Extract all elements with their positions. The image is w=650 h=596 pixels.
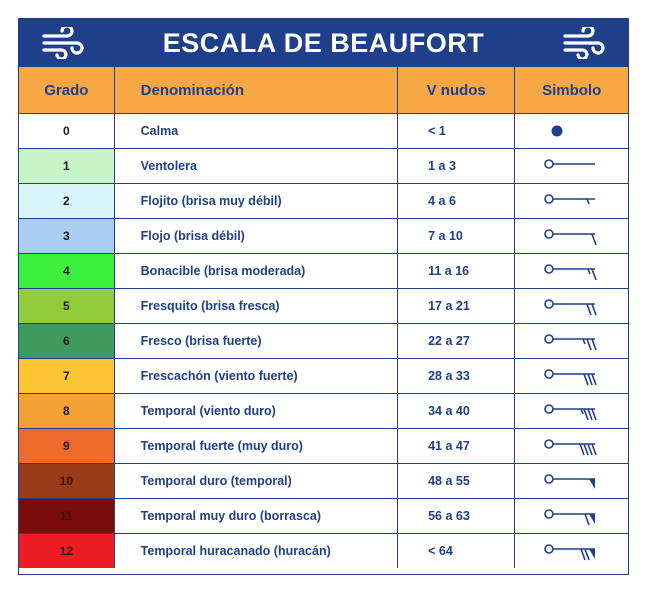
simbolo-cell [514, 288, 628, 324]
simbolo-cell [514, 113, 628, 149]
nudos-cell: 11 a 16 [397, 253, 515, 289]
table-row: 1 Ventolera 1 a 3 [19, 148, 628, 184]
table-row: 9 Temporal fuerte (muy duro) 41 a 47 [19, 428, 628, 464]
simbolo-cell [514, 148, 628, 184]
table-row: 7 Frescachón (viento fuerte) 28 a 33 [19, 358, 628, 394]
grado-cell: 7 [19, 358, 115, 394]
denominacion-cell: Fresquito (brisa fresca) [113, 288, 398, 324]
table-row: 11 Temporal muy duro (borrasca) 56 a 63 [19, 498, 628, 534]
denominacion-cell: Bonacible (brisa moderada) [113, 253, 398, 289]
column-header-simbolo: Simbolo [514, 67, 628, 114]
nudos-cell: 41 a 47 [397, 428, 515, 464]
table-header-row: Grado Denominación V nudos Simbolo [19, 67, 628, 114]
grado-cell: 8 [19, 393, 115, 429]
grado-cell: 12 [19, 533, 115, 568]
page-title: ESCALA DE BEAUFORT [162, 27, 485, 58]
column-header-grado: Grado [19, 67, 115, 114]
nudos-cell: 34 a 40 [397, 393, 515, 429]
nudos-cell: 4 a 6 [397, 183, 515, 219]
simbolo-cell [514, 323, 628, 359]
beaufort-table-card: ESCALA DE BEAUFORT Grado Denominación V … [18, 18, 629, 575]
table-row: 3 Flojo (brisa débil) 7 a 10 [19, 218, 628, 254]
beaufort-table: Grado Denominación V nudos Simbolo 0 Calm… [19, 67, 628, 568]
table-row: 8 Temporal (viento duro) 34 a 40 [19, 393, 628, 429]
grado-cell: 6 [19, 323, 115, 359]
grado-cell: 3 [19, 218, 115, 254]
denominacion-cell: Temporal (viento duro) [113, 393, 398, 429]
grado-cell: 10 [19, 463, 115, 499]
denominacion-cell: Fresco (brisa fuerte) [113, 323, 398, 359]
nudos-cell: 17 a 21 [397, 288, 515, 324]
simbolo-cell [514, 463, 628, 499]
nudos-cell: 28 a 33 [397, 358, 515, 394]
denominacion-cell: Temporal huracanado (huracán) [113, 533, 398, 568]
wind-barb-pennant-icon [543, 474, 595, 489]
grado-cell: 4 [19, 253, 115, 289]
simbolo-cell [514, 253, 628, 289]
calm-dot-icon [551, 125, 563, 137]
grado-cell: 1 [19, 148, 115, 184]
title-bar: ESCALA DE BEAUFORT [19, 19, 628, 67]
wind-barb-3half-icon [543, 404, 597, 421]
column-header-denominacion: Denominación [113, 67, 398, 114]
wind-barb-2half-icon [543, 334, 597, 351]
simbolo-cell [514, 218, 628, 254]
nudos-cell: 1 a 3 [397, 148, 515, 184]
column-header-nudos: V nudos [397, 67, 515, 114]
nudos-cell: 22 a 27 [397, 323, 515, 359]
grado-cell: 9 [19, 428, 115, 464]
nudos-cell: < 64 [397, 533, 515, 568]
table-row: 2 Flojito (brisa muy débil) 4 a 6 [19, 183, 628, 219]
table-row: 12 Temporal huracanado (huracán) < 64 [19, 533, 628, 568]
wind-barb-1half-icon [543, 264, 597, 281]
denominacion-cell: Calma [113, 113, 398, 149]
wind-barb-0-icon [543, 159, 595, 169]
denominacion-cell: Temporal duro (temporal) [113, 463, 398, 499]
denominacion-cell: Ventolera [113, 148, 398, 184]
simbolo-cell [514, 428, 628, 464]
wind-barb-pennant-barb-icon [543, 509, 595, 526]
table-row: 4 Bonacible (brisa moderada) 11 a 16 [19, 253, 628, 289]
simbolo-cell [514, 533, 628, 568]
grado-cell: 0 [19, 113, 115, 149]
denominacion-cell: Temporal muy duro (borrasca) [113, 498, 398, 534]
simbolo-cell [514, 393, 628, 429]
table-row: 10 Temporal duro (temporal) 48 a 55 [19, 463, 628, 499]
grado-cell: 11 [19, 498, 115, 534]
wind-icon [42, 27, 84, 59]
nudos-cell: < 1 [397, 113, 515, 149]
nudos-cell: 48 a 55 [397, 463, 515, 499]
grado-cell: 5 [19, 288, 115, 324]
simbolo-cell [514, 183, 628, 219]
wind-barb-halfbarb-icon [543, 194, 595, 205]
denominacion-cell: Flojo (brisa débil) [113, 218, 398, 254]
denominacion-cell: Temporal fuerte (muy duro) [113, 428, 398, 464]
wind-barb-4-icon [543, 439, 597, 456]
nudos-cell: 7 a 10 [397, 218, 515, 254]
wind-barb-3-icon [543, 369, 597, 386]
wind-barb-2-icon [543, 299, 597, 316]
simbolo-cell [514, 498, 628, 534]
wind-icon [563, 27, 605, 59]
table-row: 0 Calma < 1 [19, 113, 628, 149]
denominacion-cell: Frescachón (viento fuerte) [113, 358, 398, 394]
grado-cell: 2 [19, 183, 115, 219]
nudos-cell: 56 a 63 [397, 498, 515, 534]
table-row: 6 Fresco (brisa fuerte) 22 a 27 [19, 323, 628, 359]
denominacion-cell: Flojito (brisa muy débil) [113, 183, 398, 219]
simbolo-cell [514, 358, 628, 394]
table-row: 5 Fresquito (brisa fresca) 17 a 21 [19, 288, 628, 324]
wind-barb-pennant-2barb-icon [543, 544, 595, 561]
wind-barb-1-icon [543, 229, 597, 246]
